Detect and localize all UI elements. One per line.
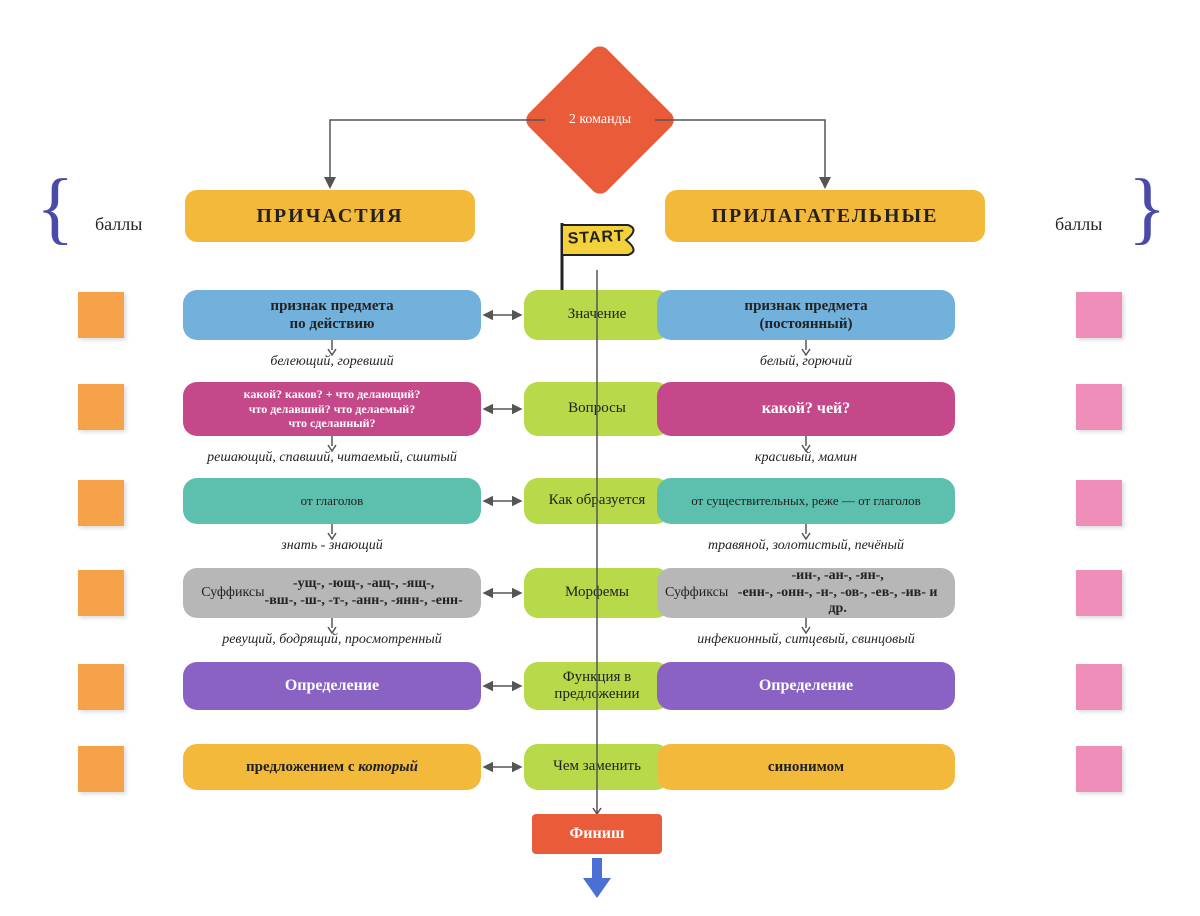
sticky-left-4 xyxy=(78,664,124,710)
brace-right-icon: } xyxy=(1128,178,1166,238)
start-flag-label: START xyxy=(567,227,630,260)
arrow-left-0 xyxy=(481,309,524,321)
diamond-connectors xyxy=(0,0,1200,190)
brace-left-icon: { xyxy=(36,178,74,238)
score-label-left: баллы xyxy=(95,214,142,235)
sticky-right-5 xyxy=(1076,746,1122,792)
row-right-3: Суффиксы -ин-, -ан-, -ян-,-енн-, -онн-, … xyxy=(657,568,955,618)
example-left-3: ревущий, бодрящий, просмотренный xyxy=(163,632,501,648)
example-right-3: инфекионный, ситцевый, свинцовый xyxy=(637,632,975,648)
row-left-3: Суффиксы -ущ-, -ющ-, -ащ-, -ящ-,-вш-, -ш… xyxy=(183,568,481,618)
sticky-right-1 xyxy=(1076,384,1122,430)
example-left-1: решающий, спавший, читаемый, сшитый xyxy=(163,450,501,466)
finish-arrow-icon xyxy=(583,858,611,898)
sticky-left-5 xyxy=(78,746,124,792)
row-right-4: Определение xyxy=(657,662,955,710)
score-label-right: баллы xyxy=(1055,214,1102,235)
sticky-right-3 xyxy=(1076,570,1122,616)
sticky-left-0 xyxy=(78,292,124,338)
finish-box: Финиш xyxy=(532,814,662,854)
header-right: ПРИЛАГАТЕЛЬНЫЕ xyxy=(665,190,985,242)
arrow-left-4 xyxy=(481,680,524,692)
row-left-4: Определение xyxy=(183,662,481,710)
example-left-0: белеющий, горевший xyxy=(163,354,501,370)
row-left-0: признак предмета по действию xyxy=(183,290,481,340)
example-right-0: белый, горючий xyxy=(637,354,975,370)
header-left: ПРИЧАСТИЯ xyxy=(185,190,475,242)
sticky-left-1 xyxy=(78,384,124,430)
row-left-5: предложением с который xyxy=(183,744,481,790)
row-right-1: какой? чей? xyxy=(657,382,955,436)
sticky-right-0 xyxy=(1076,292,1122,338)
example-right-2: травяной, золотистый, печёный xyxy=(637,538,975,554)
row-right-5: синонимом xyxy=(657,744,955,790)
row-left-2: от глаголов xyxy=(183,478,481,524)
example-right-1: красивый, мамин xyxy=(637,450,975,466)
sticky-left-2 xyxy=(78,480,124,526)
example-left-2: знать - знающий xyxy=(163,538,501,554)
center-vertical-connector xyxy=(592,270,602,814)
arrow-left-1 xyxy=(481,403,524,415)
row-right-0: признак предмета (постоянный) xyxy=(657,290,955,340)
arrow-left-2 xyxy=(481,495,524,507)
sticky-right-4 xyxy=(1076,664,1122,710)
row-right-2: от существительных, реже — от глаголов xyxy=(657,478,955,524)
row-left-1: какой? каков? + что делающий? что делавш… xyxy=(183,382,481,436)
arrow-left-5 xyxy=(481,761,524,773)
sticky-left-3 xyxy=(78,570,124,616)
sticky-right-2 xyxy=(1076,480,1122,526)
arrow-left-3 xyxy=(481,587,524,599)
